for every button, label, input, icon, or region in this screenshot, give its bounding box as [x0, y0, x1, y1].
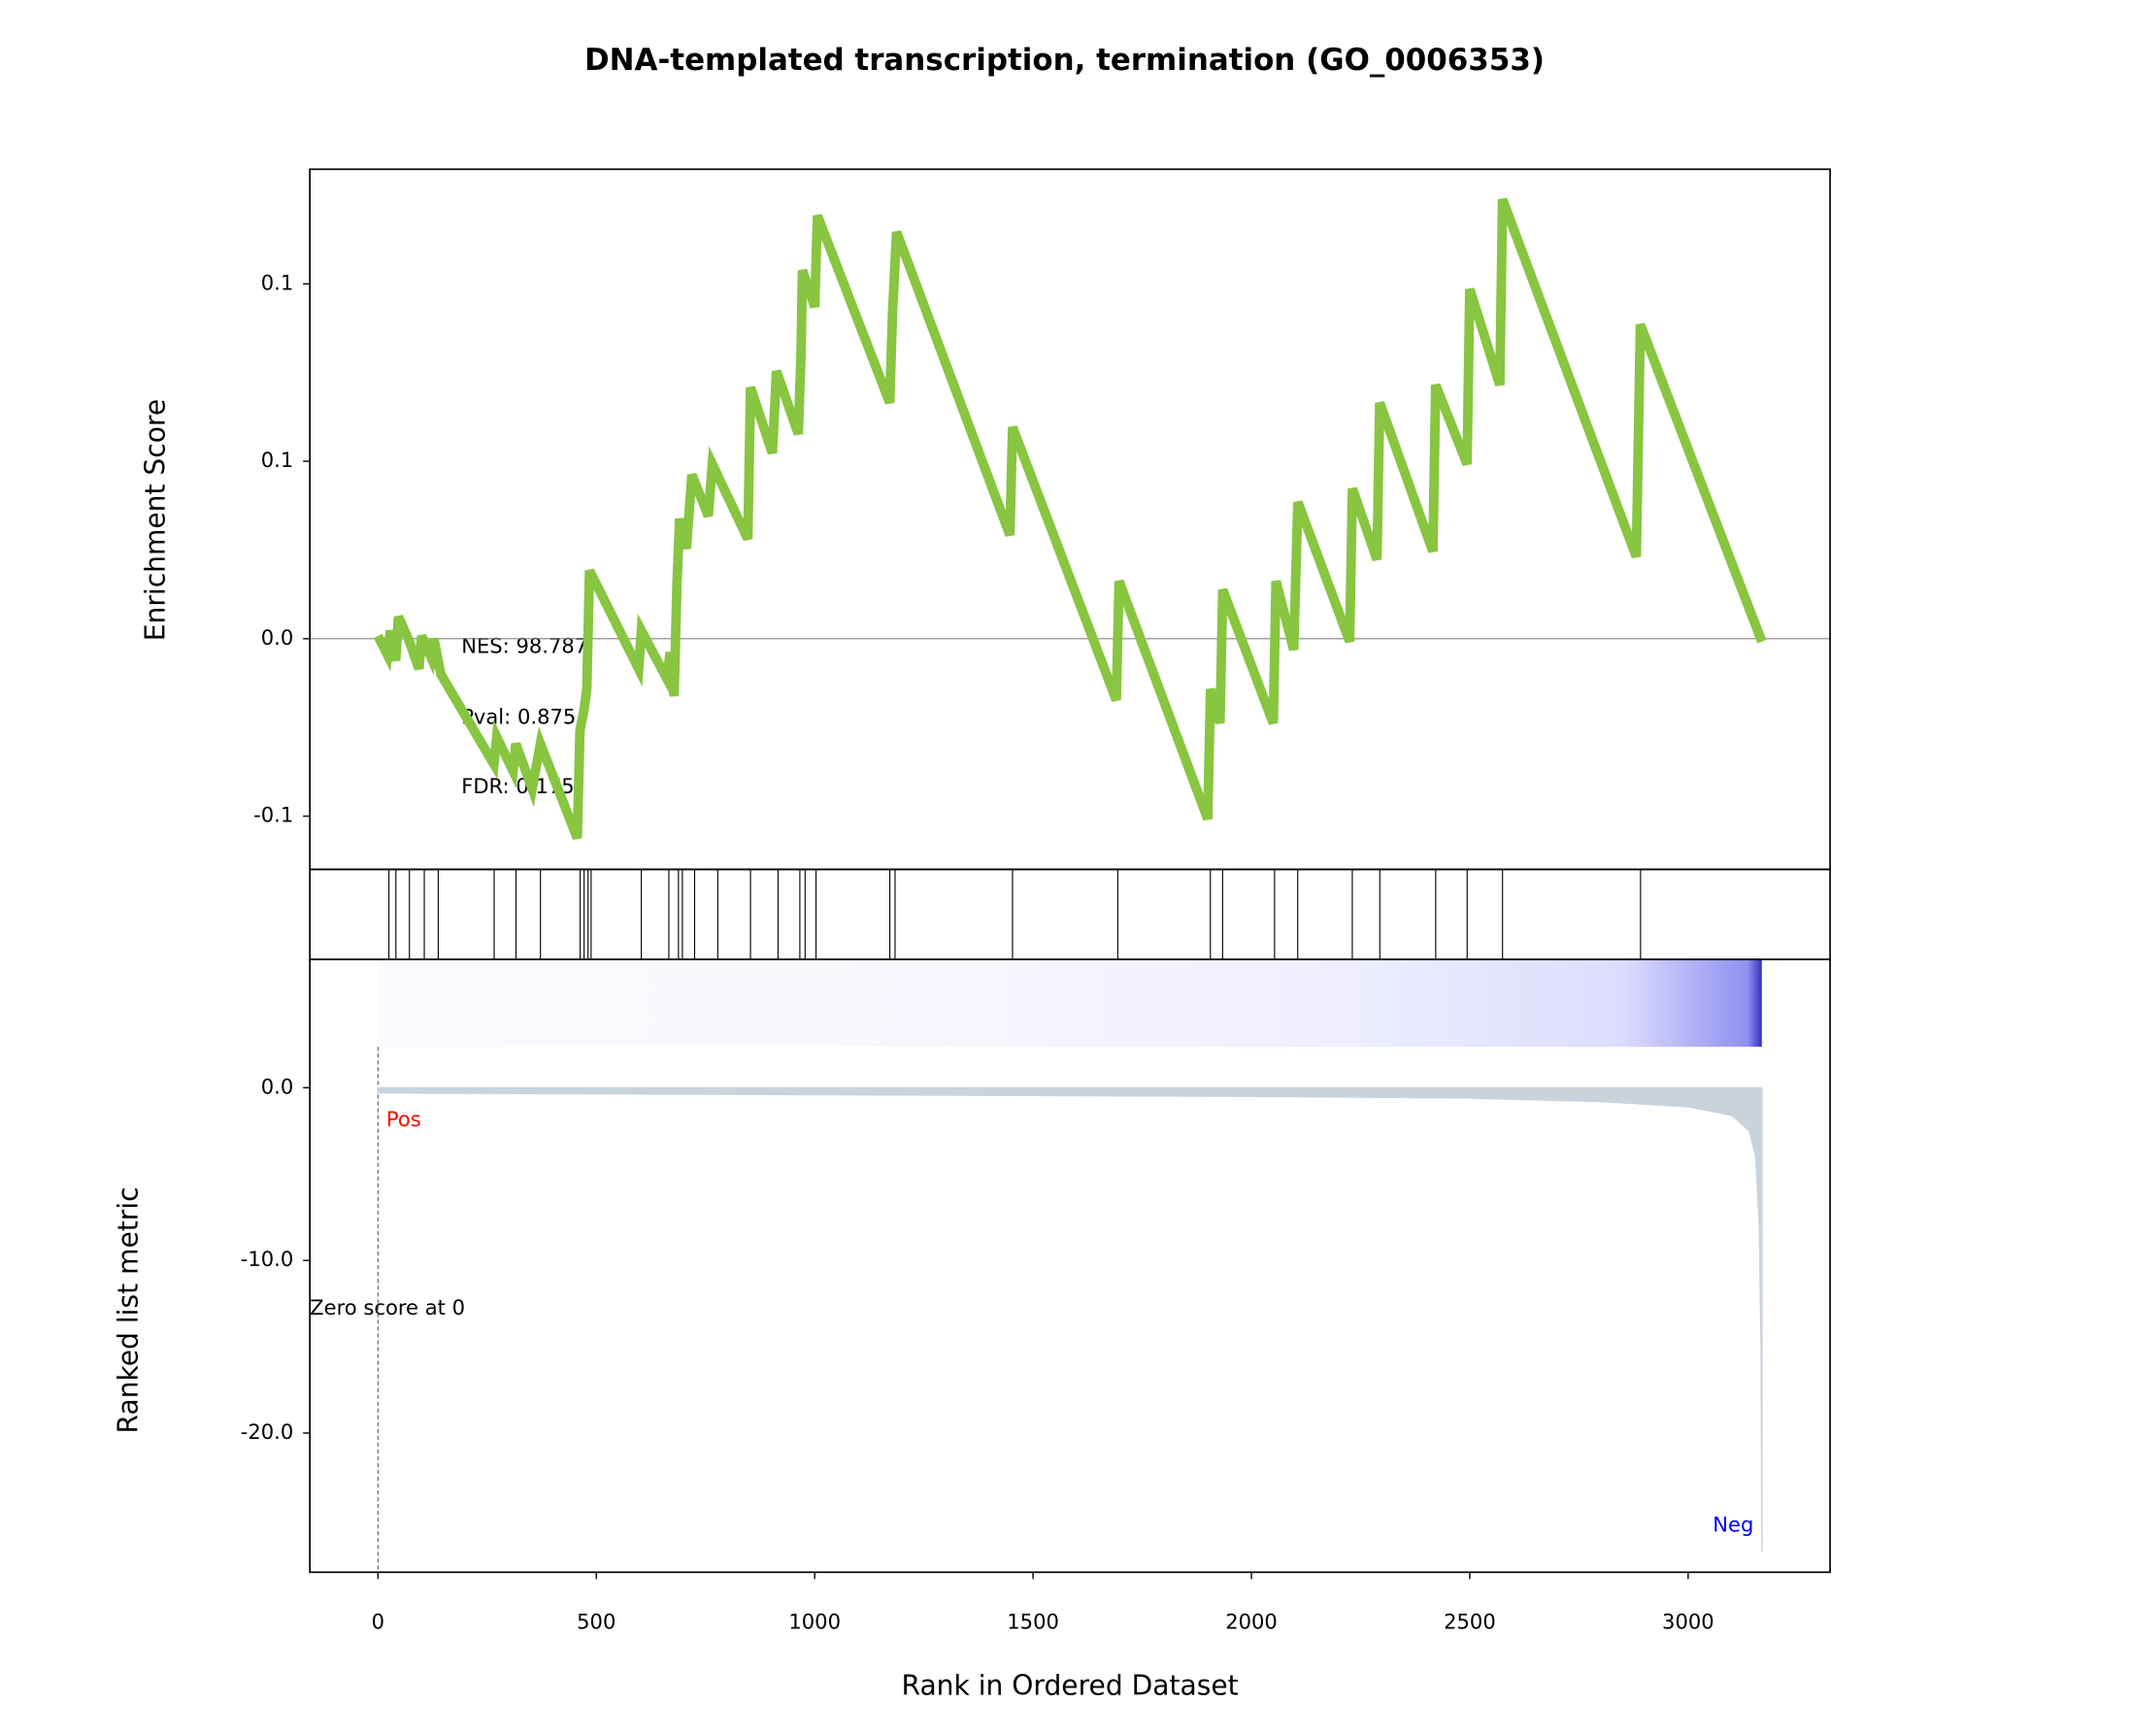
- x-tick-label: 0: [372, 1609, 384, 1633]
- annotation: Zero score at 0: [310, 1295, 465, 1319]
- y-tick-label: -10.0: [241, 1247, 294, 1271]
- y-tick-label: -20.0: [241, 1419, 294, 1444]
- y-tick-label: 0.1: [261, 448, 294, 472]
- y-axis-label: Enrichment Score: [140, 399, 172, 641]
- annotation: Pval: 0.875: [461, 704, 576, 728]
- rank-heatmap: [378, 959, 1762, 1048]
- annotation: Pos: [386, 1107, 421, 1131]
- x-tick-label: 500: [577, 1609, 615, 1633]
- x-tick-label: 1500: [1007, 1609, 1059, 1633]
- x-tick-label: 2000: [1225, 1609, 1278, 1633]
- x-tick-label: 1000: [788, 1609, 841, 1633]
- y-tick-label: 0.1: [261, 270, 294, 294]
- x-axis-label: Rank in Ordered Dataset: [902, 1669, 1239, 1701]
- annotation: NES: 98.787: [461, 633, 587, 657]
- es-line: [373, 197, 1767, 841]
- panel-frame: [309, 958, 1831, 1574]
- metric-area: [377, 1086, 1763, 1552]
- y-tick-label: 0.0: [261, 625, 294, 650]
- y-axis-label: Ranked list metric: [113, 1186, 145, 1433]
- y-tick-label: -0.1: [253, 803, 293, 827]
- x-tick-label: 3000: [1662, 1609, 1714, 1633]
- chart-title: DNA-templated transcription, termination…: [584, 43, 1545, 78]
- annotation: Neg: [1713, 1513, 1753, 1537]
- y-tick-label: 0.0: [261, 1074, 294, 1098]
- x-tick-label: 2500: [1444, 1609, 1496, 1633]
